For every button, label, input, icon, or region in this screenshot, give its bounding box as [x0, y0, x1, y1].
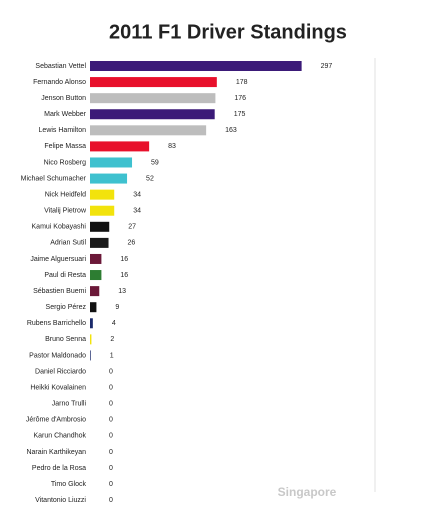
bar — [90, 221, 110, 232]
bar — [90, 173, 128, 184]
value-label: 0 — [109, 449, 113, 456]
value-label: 0 — [109, 417, 113, 424]
bar — [90, 286, 100, 297]
driver-label: Timo Glock — [51, 481, 87, 488]
bar — [90, 205, 115, 216]
driver-label: Jarno Trulli — [52, 401, 87, 408]
value-label: 0 — [109, 481, 113, 488]
value-label: 13 — [118, 288, 126, 295]
driver-label: Sergio Pérez — [46, 304, 87, 311]
bar — [90, 125, 207, 136]
bar — [90, 237, 109, 248]
value-label: 176 — [234, 95, 246, 102]
value-label: 9 — [115, 304, 119, 311]
driver-label: Jérôme d'Ambrosio — [26, 417, 86, 424]
driver-label: Sebastian Vettel — [35, 63, 86, 70]
value-label: 0 — [109, 401, 113, 408]
bar — [90, 318, 93, 329]
driver-label: Kamui Kobayashi — [32, 224, 87, 231]
driver-label: Fernando Alonso — [33, 79, 86, 86]
driver-label: Nick Heidfeld — [45, 191, 86, 198]
driver-label: Bruno Senna — [45, 336, 86, 343]
value-label: 34 — [133, 208, 141, 215]
bar — [90, 270, 102, 281]
value-label: 0 — [109, 368, 113, 375]
value-label: 0 — [109, 497, 113, 504]
value-label: 0 — [109, 384, 113, 391]
driver-label: Karun Chandhok — [33, 433, 86, 440]
driver-label: Vitantonio Liuzzi — [35, 497, 86, 504]
value-label: 1 — [110, 352, 114, 359]
driver-label: Michael Schumacher — [21, 175, 87, 182]
driver-label: Jenson Button — [41, 95, 86, 102]
driver-label: Felipe Massa — [44, 143, 86, 150]
chart-title: 2011 F1 Driver Standings — [109, 21, 347, 43]
bar — [90, 189, 115, 200]
value-label: 2 — [110, 336, 114, 343]
value-label: 27 — [128, 224, 136, 231]
driver-label: Lewis Hamilton — [39, 127, 87, 134]
driver-label: Adrian Sutil — [50, 240, 86, 247]
value-label: 4 — [112, 320, 116, 327]
bar — [90, 61, 302, 71]
value-label: 175 — [234, 111, 246, 118]
annotation: Singapore — [278, 485, 337, 499]
bar — [90, 334, 92, 345]
value-label: 34 — [133, 191, 141, 198]
driver-label: Rubens Barrichello — [27, 320, 86, 327]
driver-label: Vitalij Pietrow — [44, 208, 87, 215]
driver-label: Pedro de la Rosa — [32, 465, 86, 472]
value-label: 16 — [120, 272, 128, 279]
driver-label: Jaime Alguersuari — [30, 256, 86, 263]
value-label: 52 — [146, 175, 154, 182]
driver-label: Daniel Ricciardo — [35, 368, 86, 375]
value-label: 0 — [109, 465, 113, 472]
value-label: 297 — [321, 63, 333, 70]
driver-label: Pastor Maldonado — [29, 352, 86, 359]
value-label: 16 — [120, 256, 128, 263]
bar — [90, 302, 97, 313]
value-label: 178 — [236, 79, 248, 86]
value-label: 163 — [225, 127, 237, 134]
driver-label: Heikki Kovalainen — [30, 384, 86, 391]
driver-label: Narain Karthikeyan — [26, 449, 86, 456]
bar — [90, 253, 102, 264]
bar — [90, 109, 215, 120]
bar — [90, 141, 150, 152]
value-label: 0 — [109, 433, 113, 440]
driver-label: Paul di Resta — [44, 272, 86, 279]
bar — [90, 157, 133, 168]
driver-label: Mark Webber — [44, 111, 87, 118]
driver-label: Sébastien Buemi — [33, 288, 86, 295]
driver-label: Nico Rosberg — [44, 159, 87, 166]
bar — [90, 77, 217, 88]
bar — [90, 350, 91, 361]
value-label: 26 — [128, 240, 136, 247]
value-label: 59 — [151, 159, 159, 166]
value-label: 83 — [168, 143, 176, 150]
bar — [90, 93, 216, 104]
